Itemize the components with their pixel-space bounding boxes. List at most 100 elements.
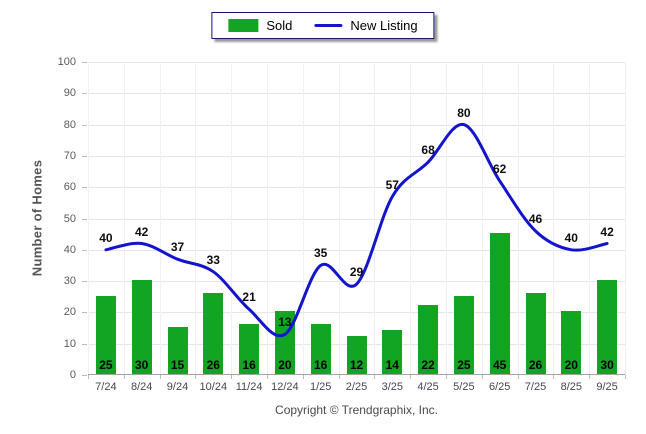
- bar: 25: [95, 295, 116, 374]
- bar-value-label: 12: [349, 358, 364, 372]
- bar: 45: [489, 233, 510, 374]
- x-tick-mark: [123, 375, 125, 379]
- bar: 16: [239, 323, 260, 374]
- grid-line: [195, 62, 197, 375]
- bar-value-label: 26: [528, 358, 543, 372]
- grid-line: [231, 62, 233, 375]
- new-listing-line-swatch: [314, 24, 343, 27]
- line-point-label: 29: [349, 265, 364, 280]
- bar: 14: [382, 330, 403, 374]
- grid-line: [446, 62, 447, 375]
- bar: 16: [310, 323, 331, 374]
- x-tick-mark: [446, 375, 447, 379]
- x-tick-label: 9/24: [166, 381, 189, 393]
- bar-value-label: 45: [493, 358, 507, 372]
- x-tick-mark: [589, 375, 591, 379]
- x-tick-label: 12/24: [271, 381, 299, 393]
- x-tick-label: 2/25: [345, 381, 368, 393]
- line-point-label: 13: [278, 315, 292, 330]
- x-axis-line: [88, 374, 625, 375]
- line-point-label: 42: [600, 224, 614, 239]
- grid-line: [123, 62, 125, 375]
- grid-line: [88, 312, 625, 314]
- sold-swatch: [228, 19, 259, 32]
- grid-line: [410, 62, 412, 375]
- bar-value-label: 26: [206, 358, 220, 372]
- x-axis-tick-marks: [88, 375, 626, 380]
- x-tick-label: 8/24: [130, 381, 153, 393]
- x-tick-mark: [302, 375, 304, 379]
- x-tick-mark: [517, 375, 519, 379]
- x-tick-label: 6/25: [488, 381, 511, 393]
- grid-line: [553, 62, 555, 375]
- line-point-label: 40: [99, 230, 113, 245]
- x-tick-label: 9/25: [596, 381, 618, 393]
- x-tick-mark: [553, 375, 555, 379]
- new-listing-path: [104, 123, 609, 338]
- y-tick-label: 90: [63, 87, 76, 100]
- y-tick-label: 60: [63, 181, 76, 194]
- bar-value-label: 20: [564, 358, 578, 372]
- x-tick-label: 1/25: [309, 381, 332, 393]
- x-tick-label: 11/24: [235, 381, 263, 393]
- y-tick-mark: [82, 93, 87, 95]
- plot-area: 25 30 15 26 16 20 16 12 14 22 25 45 26 20 30 40 42 37 33 2…: [88, 62, 626, 375]
- bar: 30: [597, 280, 618, 374]
- line-point-label: 33: [206, 252, 220, 267]
- bar: 30: [131, 280, 152, 374]
- x-tick-label: 4/25: [417, 381, 439, 393]
- bar: 25: [453, 295, 474, 374]
- bar-value-label: 25: [457, 358, 471, 372]
- bar-value-label: 16: [242, 358, 256, 372]
- x-tick-label: 8/25: [560, 381, 583, 393]
- legend-label-new-listing: New Listing: [350, 18, 418, 33]
- y-tick-label: 80: [63, 118, 76, 131]
- bar-value-label: 14: [385, 358, 399, 372]
- y-tick-label: 10: [63, 337, 76, 350]
- y-tick-mark: [82, 155, 87, 157]
- x-tick-label: 7/24: [95, 381, 117, 393]
- line-point-label: 57: [385, 177, 399, 192]
- bar-value-label: 30: [600, 358, 614, 372]
- grid-line: [88, 124, 625, 126]
- bar-value-label: 22: [421, 358, 435, 372]
- grid-line: [589, 62, 591, 375]
- y-tick-mark: [82, 62, 87, 63]
- y-tick-label: 100: [57, 56, 76, 68]
- grid-line: [481, 62, 483, 375]
- bar: 15: [167, 327, 188, 374]
- y-tick-label: 50: [63, 212, 76, 225]
- copyright: Copyright © Trendgraphix, Inc.: [275, 403, 438, 417]
- line-point-label: 21: [242, 290, 256, 305]
- grid-line: [88, 62, 89, 375]
- y-tick-mark: [82, 249, 87, 251]
- bar: 12: [346, 336, 367, 374]
- y-tick-label: 70: [63, 149, 76, 162]
- bar: 20: [561, 311, 582, 374]
- grid-line: [88, 93, 625, 95]
- y-tick-mark: [82, 124, 87, 126]
- line-point-label: 62: [493, 161, 507, 176]
- grid-line: [267, 62, 268, 375]
- grid-line: [625, 62, 626, 375]
- x-tick-mark: [338, 375, 340, 379]
- line-point-label: 35: [314, 246, 328, 261]
- y-tick-label: 30: [63, 275, 76, 288]
- line-point-label: 68: [421, 143, 435, 158]
- x-tick-label: 3/25: [381, 381, 404, 393]
- x-tick-mark: [410, 375, 412, 379]
- grid-line: [88, 155, 625, 157]
- x-tick-mark: [231, 375, 233, 379]
- x-tick-label: 5/25: [453, 381, 475, 393]
- x-tick-mark: [88, 375, 89, 379]
- y-tick-label: 20: [63, 306, 76, 319]
- bar-value-label: 25: [99, 358, 113, 372]
- y-tick-mark: [82, 187, 87, 189]
- x-tick-label: 7/25: [524, 381, 547, 393]
- grid-line: [302, 62, 304, 375]
- grid-line: [159, 62, 161, 375]
- x-tick-mark: [267, 375, 268, 379]
- grid-line: [88, 281, 625, 283]
- grid-line: [517, 62, 519, 375]
- grid-line: [88, 62, 625, 63]
